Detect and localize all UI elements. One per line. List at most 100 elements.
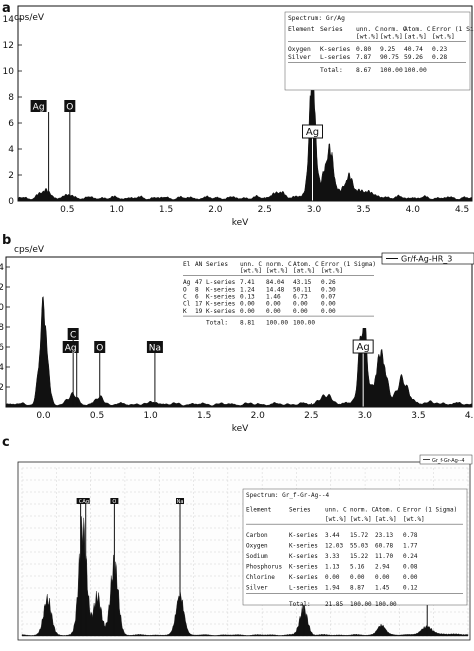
quant-table-cell: 3.33 (325, 553, 340, 560)
quant-table-title: Spectrum: Gr_f-Gr-Ag--4 (246, 492, 329, 499)
quant-table-header: Error (1 Sigma) (403, 507, 457, 514)
quant-table-cell: O (183, 286, 187, 293)
panel-b-frame (5, 256, 473, 408)
xtick-label: 4.5 (455, 205, 469, 215)
panel-b-ylabel: cps/eV (14, 245, 45, 255)
quant-table-header: unn. C (356, 26, 379, 33)
quant-table-cell: 0.07 (321, 294, 336, 301)
quant-table-cell: 0.24 (403, 553, 418, 560)
quant-table-cell: L-series (206, 279, 236, 286)
quant-table-cell: Chlorine (246, 574, 275, 581)
quant-table-cell: 0.00 (266, 301, 281, 308)
xtick-label: 0.5 (90, 411, 104, 421)
element-marker-box (146, 341, 163, 353)
quant-table-cell: 7.41 (240, 279, 255, 286)
quant-table-cell: 1.45 (375, 584, 390, 591)
quant-table-unit: [wt.%] (350, 516, 372, 523)
quant-table-header: unn. C (240, 261, 262, 268)
panel-a-yticks: 0 2 4 6 8 10 12 14 (3, 15, 22, 207)
xtick-label: 1.0 (110, 205, 125, 215)
ytick-label: 2 (0, 383, 4, 393)
element-marker-box (62, 341, 79, 353)
element-marker-box (81, 498, 90, 504)
element-marker-label: O (96, 344, 103, 354)
quant-table-cell: 84.04 (266, 279, 285, 286)
quant-table-total: 100.00 (375, 601, 397, 608)
quant-table-cell: 1.77 (403, 542, 418, 549)
ytick-label: 8 (8, 93, 14, 103)
quant-table-cell: 0.00 (375, 574, 390, 581)
quant-table-total: 100.00 (380, 67, 403, 74)
element-marker-label: Ag (357, 342, 370, 353)
quant-table-cell: 0.00 (403, 574, 418, 581)
quant-table-cell: Phosphorus (246, 563, 283, 570)
quant-table-unit: [wt.%] (321, 267, 343, 274)
quant-table-cell: Silver (246, 584, 268, 591)
quant-table-total: 100.00 (266, 320, 288, 327)
panel-b-spectrum (5, 295, 473, 408)
quant-table-unit: [at.%] (293, 267, 315, 274)
quant-table-unit: [wt.%] (356, 33, 379, 40)
element-marker-label: O (66, 103, 73, 113)
quant-table-cell: Sodium (246, 553, 268, 560)
quant-table-cell: 0.28 (432, 54, 447, 61)
panel-a-letter: a (2, 1, 11, 16)
quant-table-cell: 0.00 (240, 301, 255, 308)
element-marker-label: Ag (306, 127, 319, 138)
ytick-label: 14 (0, 263, 4, 273)
xtick-label: 4.0 (465, 411, 474, 421)
quant-table-cell: Ag (183, 279, 191, 286)
panel-a-spectrum (17, 48, 473, 202)
quant-table-cell: 0.12 (403, 584, 418, 591)
ytick-label: 6 (0, 343, 4, 353)
quant-table-unit: [wt.%] (380, 33, 403, 40)
panel-b-xlabel: keV (232, 424, 249, 434)
quant-table-cell: K-series (289, 532, 318, 539)
quant-table-total: 100.00 (350, 601, 372, 608)
element-marker-box (352, 339, 374, 354)
ytick-label: 10 (3, 67, 15, 77)
quant-table-header: norm. C (380, 26, 407, 33)
quant-table-cell: 0.00 (240, 308, 255, 315)
panel-b-element-lines: C Ag O Na Ag (62, 328, 374, 407)
ytick-label: 12 (0, 283, 4, 293)
element-marker-label: Na (177, 499, 184, 505)
element-marker-box (302, 124, 324, 139)
quant-table-cell: 0.78 (403, 532, 418, 539)
element-marker-label: Na (149, 344, 161, 354)
ytick-label: 2 (8, 171, 14, 181)
quant-table-frame (242, 488, 468, 606)
quant-table-cell: 14.48 (266, 286, 285, 293)
quant-table-cell: 15.22 (350, 553, 368, 560)
quant-table-header: Atom. C (293, 261, 319, 268)
quant-table-cell: 0.13 (240, 294, 255, 301)
xtick-label: 3.5 (411, 411, 425, 421)
quant-table-total: 8.81 (240, 320, 255, 327)
xtick-label: 2.0 (208, 205, 223, 215)
quant-table-header: unn. C (325, 507, 347, 514)
panel-c-letter: c (2, 435, 10, 450)
quant-table-cell: 43.15 (293, 279, 312, 286)
quant-table-header: Atom. C (375, 507, 401, 514)
panel-a-element-lines: Ag O Ag (30, 100, 324, 201)
element-marker-label: Ag (33, 103, 45, 113)
element-marker-label: O (112, 499, 116, 505)
quant-table-header: Error (1 Sigma) (432, 26, 474, 33)
ytick-label: 0 (8, 197, 14, 207)
element-marker-box (110, 498, 119, 504)
quant-table-cell: 8 (195, 286, 199, 293)
quant-table-frame (284, 11, 471, 91)
quant-table-cell: 0.00 (266, 308, 281, 315)
quant-table-header: Atom. C (404, 26, 431, 33)
panel-a: a cps/eV keV 0 2 4 6 8 10 12 14 0.5 1.0 1.5 2.0 2.5… (2, 1, 474, 228)
quant-table-total: Total: (289, 601, 311, 608)
panel-a-frame (17, 5, 473, 202)
ytick-label: 4 (8, 145, 14, 155)
quant-table-header: Error (1 Sigma) (321, 261, 376, 268)
quant-table-cell: K-series (206, 301, 236, 308)
quant-table-cell: Cl (183, 301, 191, 308)
panel-c: c CAgONaPAg Spectrum: Gr_f-Gr-Ag--4Eleme… (2, 435, 473, 641)
ytick-label: 10 (0, 303, 4, 313)
panel-b-legend: Gr/f-Ag-HR_3 (381, 252, 474, 265)
